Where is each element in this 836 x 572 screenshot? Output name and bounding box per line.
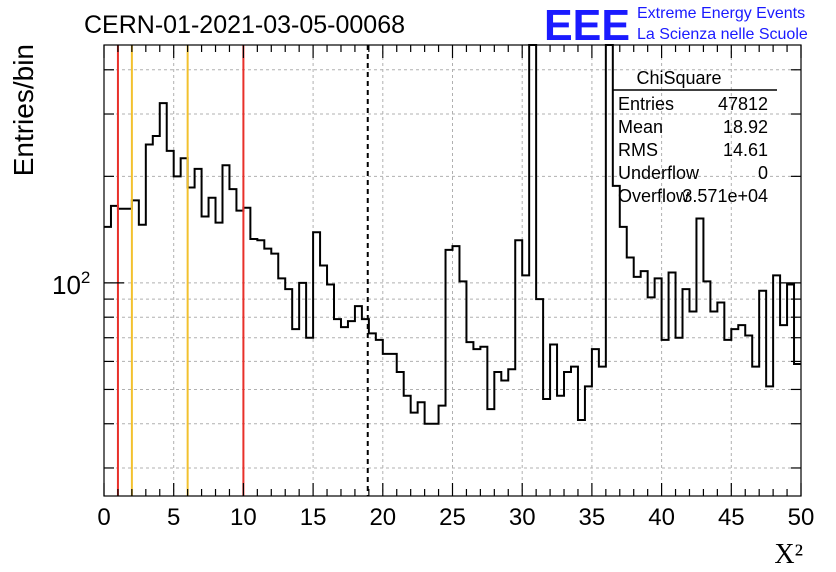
- x-tick-label: 15: [300, 504, 327, 531]
- x-tick-label: 50: [788, 504, 815, 531]
- x-tick-label: 5: [167, 504, 180, 531]
- x-tick-label: 45: [718, 504, 745, 531]
- x-tick-label: 35: [579, 504, 606, 531]
- eee-logo: EEE Extreme Energy Events La Scienza nel…: [544, 1, 808, 50]
- chart-title: CERN-01-2021-03-05-00068: [84, 11, 405, 39]
- stats-label: Underflow: [618, 163, 700, 183]
- stats-title: ChiSquare: [636, 68, 721, 88]
- logo-line1: Extreme Energy Events: [637, 5, 805, 22]
- logo-mark: EEE: [544, 1, 630, 50]
- stats-value: 47812: [718, 94, 768, 114]
- stats-label: Mean: [618, 117, 663, 137]
- x-tick-label: 10: [230, 504, 257, 531]
- x-tick-labels: 0 5 10 15 20 25 30 35 40 45 50: [97, 504, 814, 531]
- x-tick-label: 30: [509, 504, 536, 531]
- x-tick-label: 40: [648, 504, 675, 531]
- stats-label: Overflow: [618, 186, 690, 206]
- histogram-outline: [104, 44, 801, 425]
- y-tick-label: 102: [52, 268, 90, 300]
- y-axis-label: Entries/bin: [8, 44, 39, 176]
- x-tick-label: 0: [97, 504, 110, 531]
- x-tick-label: 25: [439, 504, 466, 531]
- grid: [104, 45, 801, 496]
- logo-line2: La Scienza nelle Scuole: [637, 26, 808, 43]
- stats-value: 3.571e+04: [682, 186, 768, 206]
- stats-value: 0: [758, 163, 768, 183]
- stats-label: RMS: [618, 140, 658, 160]
- axis-ticks: [103, 45, 802, 496]
- reference-lines: [116, 45, 369, 496]
- stats-value: 18.92: [723, 117, 768, 137]
- x-tick-label: 20: [369, 504, 396, 531]
- stats-box: ChiSquare Entries 47812 Mean 18.92 RMS 1…: [612, 68, 777, 206]
- x-axis-label: X²: [774, 539, 803, 570]
- stats-label: Entries: [618, 94, 674, 114]
- stats-value: 14.61: [723, 140, 768, 160]
- histogram: [104, 44, 801, 425]
